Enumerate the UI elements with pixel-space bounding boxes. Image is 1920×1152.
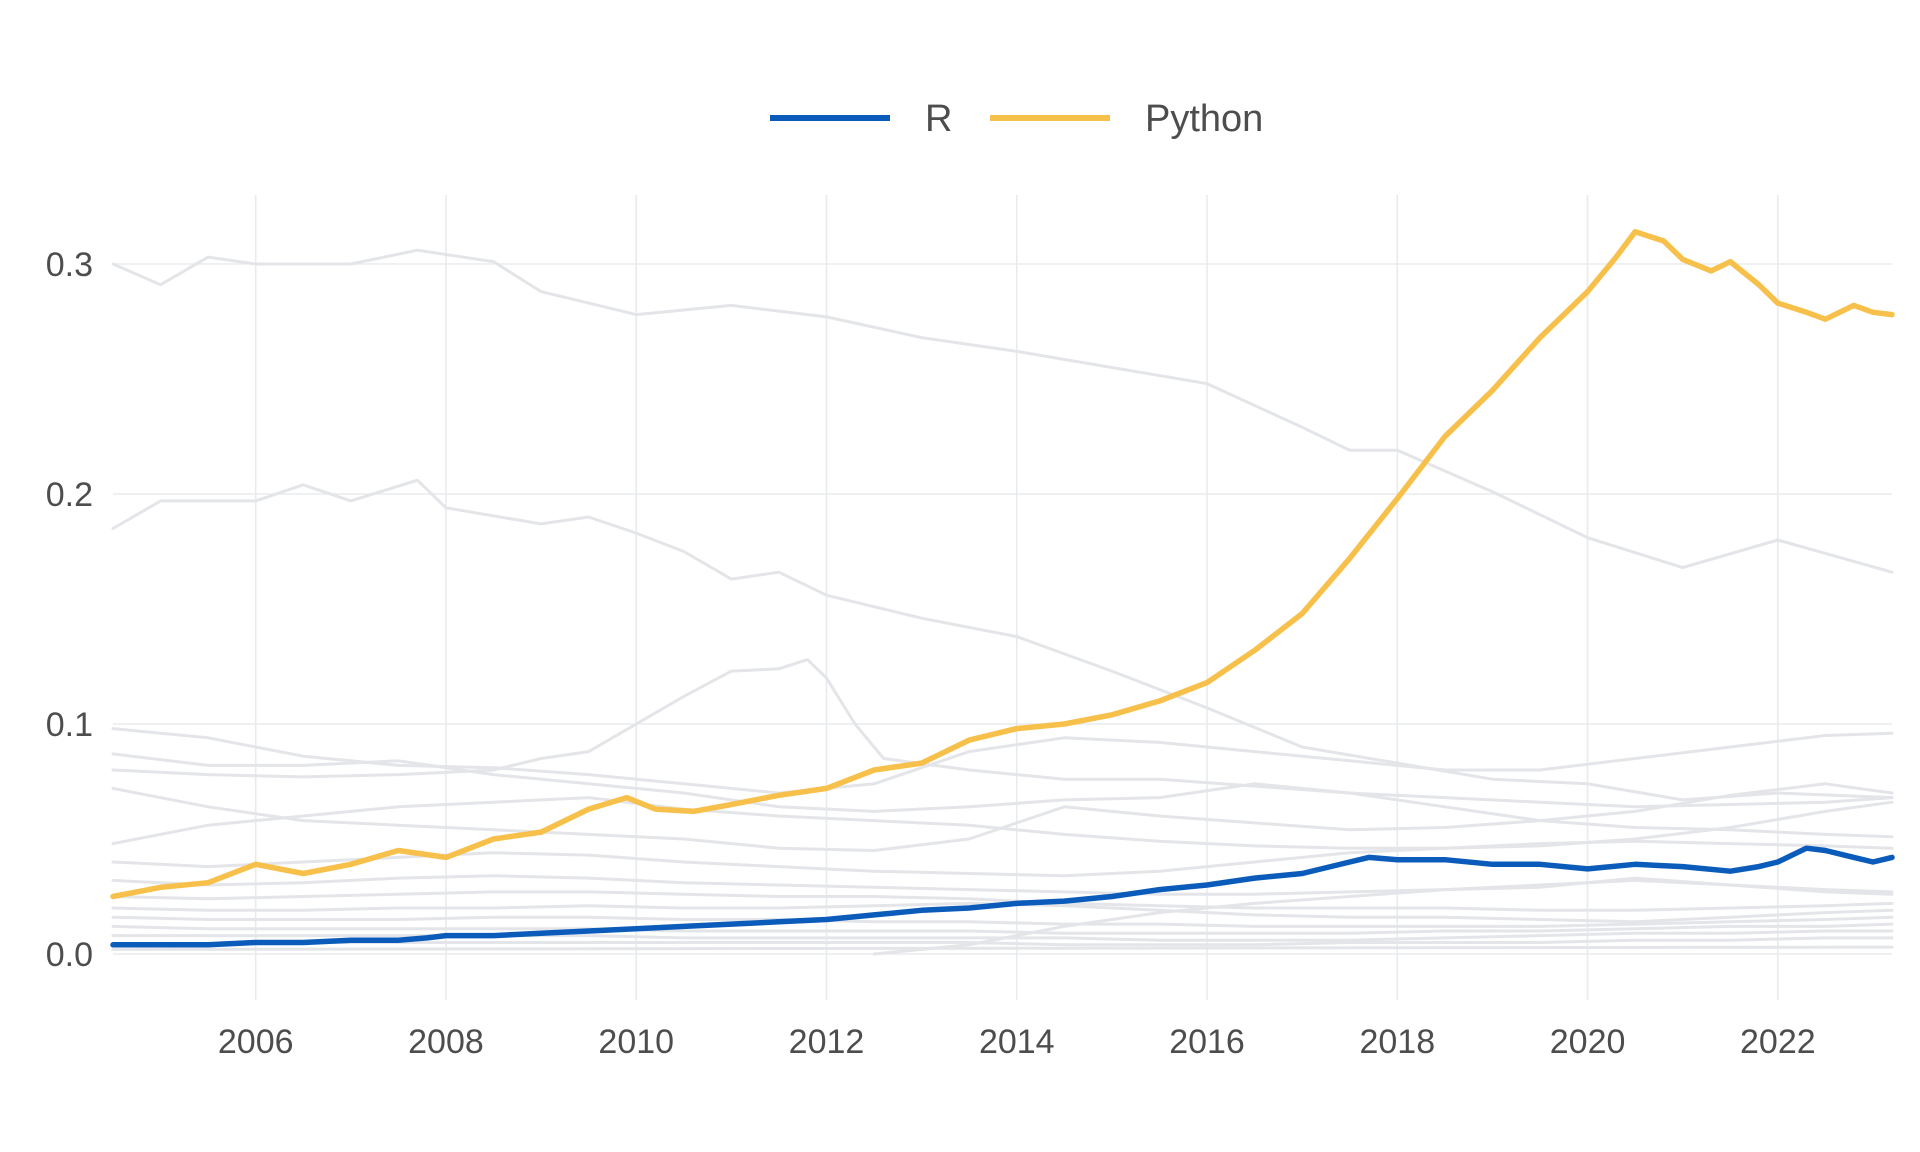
background-lines xyxy=(111,248,1894,956)
x-tick-label: 2016 xyxy=(1169,1023,1245,1061)
background-series-line xyxy=(111,782,1894,852)
series-line-r xyxy=(110,845,1895,948)
y-tick-label: 0.0 xyxy=(46,936,93,974)
legend-label-r: R xyxy=(925,98,952,140)
background-series-line xyxy=(111,752,1894,839)
legend-label-python: Python xyxy=(1145,98,1263,140)
background-series-line xyxy=(872,878,1894,956)
y-tick-label: 0.2 xyxy=(46,476,93,514)
background-series-line xyxy=(111,936,1894,947)
background-series-line xyxy=(111,929,1894,942)
series-lines xyxy=(110,229,1895,948)
background-series-line xyxy=(111,945,1894,951)
x-tick-label: 2018 xyxy=(1359,1023,1435,1061)
background-series-line xyxy=(111,248,1894,574)
y-tick-label: 0.3 xyxy=(46,246,93,284)
y-axis-ticks: 0.0 0.1 0.2 0.3 xyxy=(46,246,93,974)
x-tick-label: 2012 xyxy=(789,1023,865,1061)
legend: R Python xyxy=(770,98,1263,140)
x-tick-label: 2022 xyxy=(1740,1023,1816,1061)
background-series-line xyxy=(111,922,1894,935)
background-series-line xyxy=(111,839,1894,878)
x-tick-label: 2006 xyxy=(218,1023,294,1061)
grid xyxy=(113,195,1892,1000)
background-series-line xyxy=(111,915,1894,928)
background-series-line xyxy=(111,727,1894,795)
background-series-line xyxy=(111,874,1894,896)
background-series-line xyxy=(111,478,1894,802)
x-tick-label: 2010 xyxy=(598,1023,674,1061)
x-tick-label: 2014 xyxy=(979,1023,1055,1061)
x-axis-ticks: 2006 2008 2010 2012 2014 2016 2018 2020 2022 xyxy=(218,1023,1816,1061)
x-tick-label: 2020 xyxy=(1550,1023,1626,1061)
x-tick-label: 2008 xyxy=(408,1023,484,1061)
y-tick-label: 0.1 xyxy=(46,706,93,744)
background-series-line xyxy=(111,796,1894,850)
series-line-python xyxy=(110,229,1895,900)
